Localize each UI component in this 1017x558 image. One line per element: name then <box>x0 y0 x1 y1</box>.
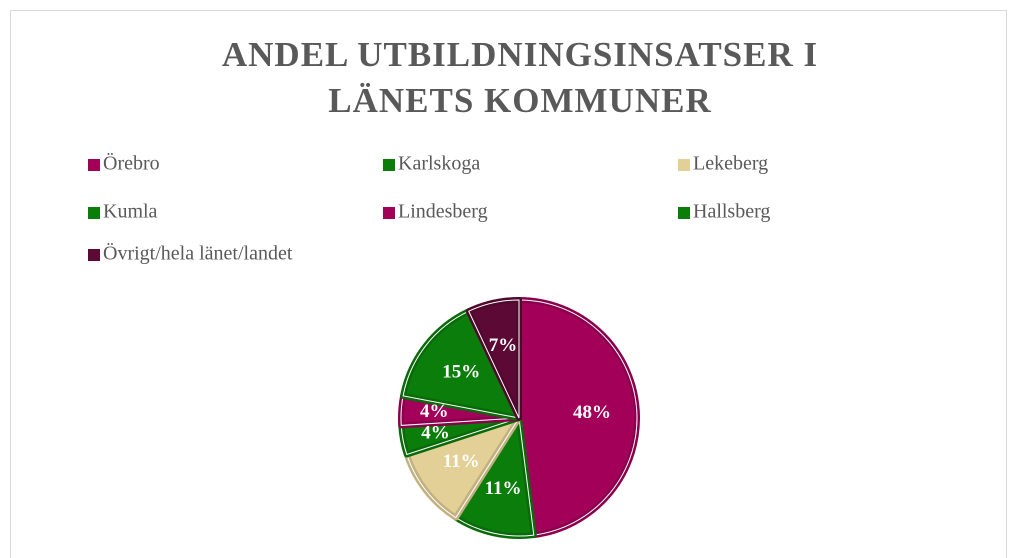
chart-frame <box>10 10 1007 558</box>
legend-swatch <box>383 159 395 171</box>
legend-label: Hallsberg <box>693 201 770 223</box>
legend-label: Lekeberg <box>693 153 768 175</box>
legend-label: Kumla <box>103 201 158 223</box>
legend-swatch <box>88 249 100 261</box>
legend-label: Lindesberg <box>398 201 488 223</box>
data-label: 11% <box>443 451 480 472</box>
legend-swatch <box>678 159 690 171</box>
legend-label: Övrigt/hela länet/landet <box>103 242 293 265</box>
pie-slice-edge <box>402 310 520 419</box>
legend-label: Karlskoga <box>398 153 480 175</box>
data-label: 4% <box>420 401 449 422</box>
legend-label: Örebro <box>103 152 160 175</box>
data-label: 11% <box>485 478 522 499</box>
data-label: 4% <box>421 422 450 443</box>
chart-title: ANDEL UTBILDNINGSINSATSER I LÄNETS KOMMU… <box>221 35 819 120</box>
data-label: 48% <box>573 402 611 423</box>
data-label: 7% <box>489 335 518 356</box>
legend-swatch <box>88 159 100 171</box>
pie-slice-edge <box>518 299 638 536</box>
pie-slice-edge <box>468 299 520 419</box>
legend-swatch <box>678 207 690 219</box>
legend-swatch <box>383 207 395 219</box>
legend-swatch <box>88 207 100 219</box>
data-label: 15% <box>442 362 480 383</box>
